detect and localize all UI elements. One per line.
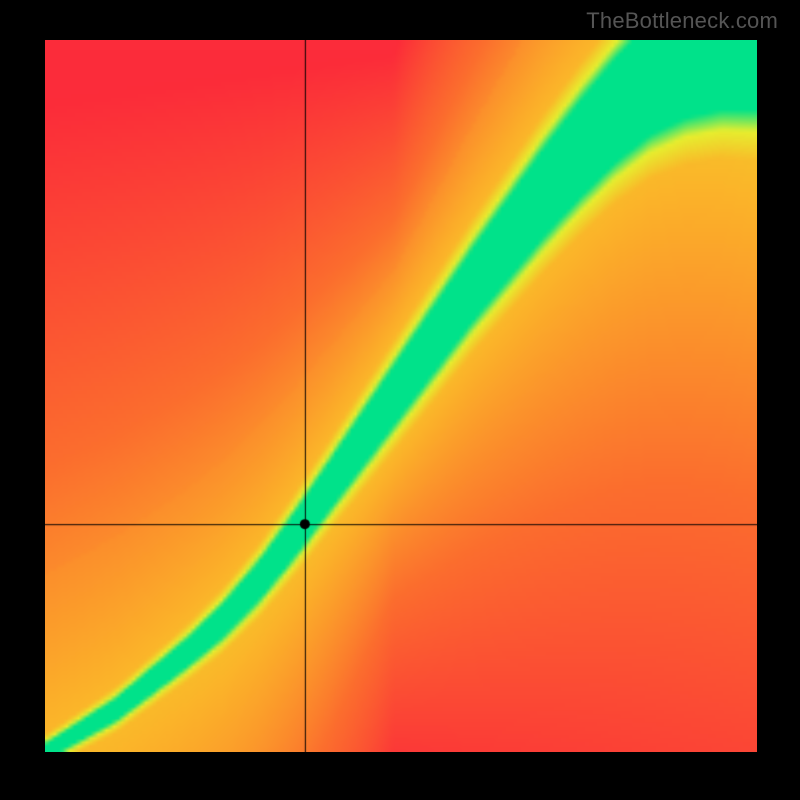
attribution-text: TheBottleneck.com <box>586 8 778 34</box>
heatmap-plot <box>45 40 757 752</box>
outer-frame: TheBottleneck.com <box>0 0 800 800</box>
crosshair-overlay <box>45 40 757 752</box>
